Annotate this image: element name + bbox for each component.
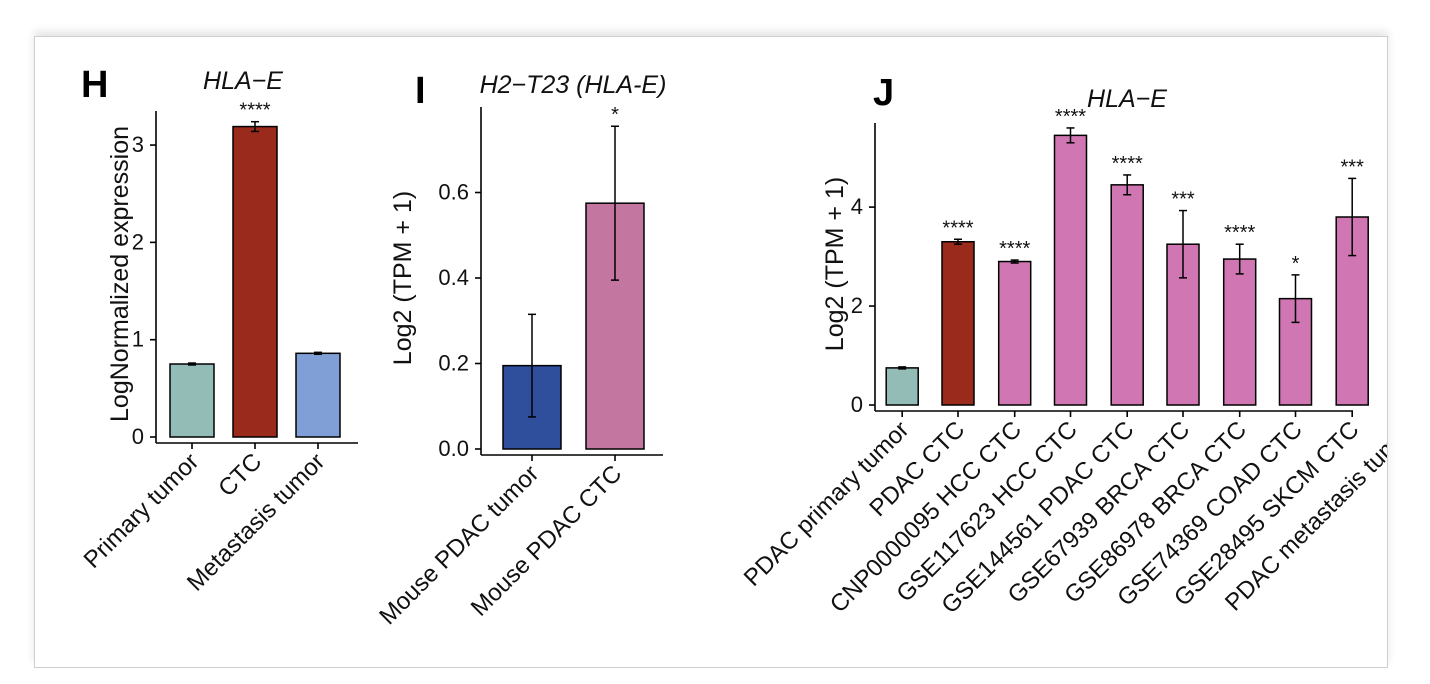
panel-letter: I xyxy=(415,70,426,112)
x-tick-label: Primary tumor xyxy=(79,448,205,574)
y-tick-label: 0 xyxy=(851,392,863,417)
y-axis-label: Log2 (TPM + 1) xyxy=(821,177,849,351)
significance-label: **** xyxy=(942,217,973,239)
x-tick-label: Mouse PDAC tumor xyxy=(374,460,544,630)
bar xyxy=(941,240,975,406)
significance-label: *** xyxy=(1171,189,1195,211)
bar xyxy=(295,352,341,438)
y-tick-label: 0.6 xyxy=(438,180,469,205)
y-tick-label: 0.0 xyxy=(438,436,469,461)
y-tick-label: 4 xyxy=(851,194,863,219)
bar xyxy=(1222,258,1257,406)
bar xyxy=(169,363,215,438)
significance-label: **** xyxy=(239,100,270,122)
x-tick-label: CTC xyxy=(213,448,267,502)
y-tick-label: 0 xyxy=(132,424,144,449)
panel-letter: J xyxy=(873,72,894,114)
y-tick-label: 0.4 xyxy=(438,265,469,290)
y-tick-label: 2 xyxy=(851,293,863,318)
chart-title: H2−T23 (HLA-E) xyxy=(480,71,667,99)
chart-title: HLA−E xyxy=(203,67,283,95)
x-tick-label: Mouse PDAC CTC xyxy=(466,460,627,621)
bar xyxy=(997,260,1032,406)
bar xyxy=(232,125,278,438)
bar xyxy=(1110,184,1144,406)
significance-label: **** xyxy=(1055,106,1086,128)
bar xyxy=(1053,134,1088,406)
significance-label: * xyxy=(611,104,619,126)
y-tick-label: 2 xyxy=(132,229,144,254)
y-tick-label: 1 xyxy=(132,327,144,352)
significance-label: **** xyxy=(1112,153,1143,175)
significance-label: * xyxy=(1292,253,1300,275)
y-tick-label: 0.2 xyxy=(438,351,469,376)
significance-label: **** xyxy=(1224,222,1255,244)
significance-label: **** xyxy=(999,238,1030,260)
panel-letter: H xyxy=(81,64,108,106)
chart-title: HLA−E xyxy=(1087,85,1167,113)
significance-label: *** xyxy=(1341,156,1365,178)
panel-I: I H2−T23 (HLA-E) Log2 (TPM + 1) 0.0 0.2 0.4 0.… xyxy=(374,70,666,630)
y-axis-label: Log2 (TPM + 1) xyxy=(389,191,417,365)
bar xyxy=(885,367,919,406)
y-axis-label: LogNormalized expression xyxy=(106,126,134,422)
figure-frame: H HLA−E LogNormalized expression 0 1 2 3 Primar… xyxy=(34,36,1388,668)
y-tick-label: 3 xyxy=(132,132,144,157)
